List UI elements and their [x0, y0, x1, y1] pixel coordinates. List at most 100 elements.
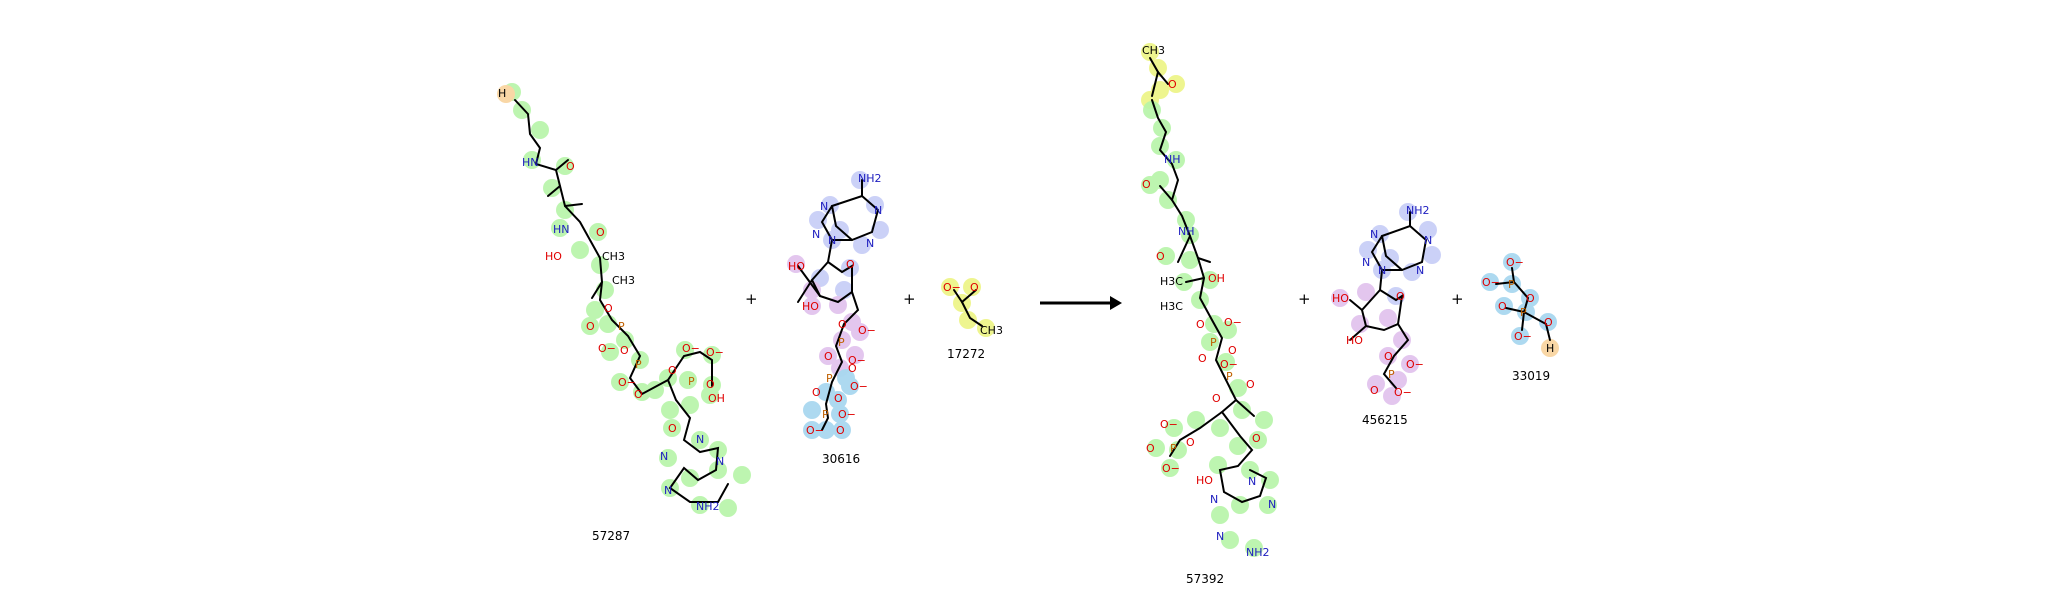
atom-ch3: CH3 [980, 324, 1003, 337]
atom-o-minus: O− [1514, 330, 1532, 343]
atom-p: P [822, 408, 829, 421]
atom-o-minus: O− [1506, 256, 1524, 269]
atom-o: O [604, 302, 613, 315]
atom-n: N [1416, 264, 1424, 277]
atom-oh: OH [1208, 272, 1225, 285]
atom-h3c: H3C [1160, 300, 1183, 313]
atom-o: O [668, 364, 677, 377]
atoms-30616: NH2 N N N N N O HO HO O O− P O O− O P O−… [788, 172, 882, 437]
atom-ch3: CH3 [602, 250, 625, 263]
atom-o: O [824, 350, 833, 363]
atom-n: N [1424, 234, 1432, 247]
molecule-57287: H HN O HN O HO CH3 CH3 O O P O− O O− P O… [497, 83, 751, 543]
atom-n: N [1378, 264, 1386, 277]
atom-o-minus: O− [618, 376, 636, 389]
molecule-17272: O− O CH3 17272 [941, 278, 1003, 361]
atom-nh: NH [1164, 153, 1181, 166]
atoms-57392: CH3 O NH O NH O OH H3C H3C O O− P O O O−… [1142, 44, 1276, 559]
atom-o-minus: O− [706, 346, 724, 359]
bonds-33019 [1495, 267, 1551, 341]
highlight-adenine [809, 171, 889, 299]
atom-o: O [1198, 352, 1207, 365]
atom-o: O [1196, 318, 1205, 331]
molecule-57392: CH3 O NH O NH O OH H3C H3C O O− P O O O−… [1141, 43, 1279, 586]
reaction-arrow [1040, 296, 1122, 310]
atom-nh2: NH2 [1406, 204, 1430, 217]
atom-o-minus: O− [1406, 358, 1424, 371]
atom-o: O [596, 226, 605, 239]
atom-n: N [716, 455, 724, 468]
atom-o: O [706, 378, 715, 391]
bonds-17272 [953, 289, 983, 327]
highlight-33019 [1481, 253, 1557, 345]
atom-n: N [1216, 530, 1224, 543]
atom-n: N [1210, 493, 1218, 506]
atom-p: P [1388, 368, 1395, 381]
atom-p: P [688, 375, 695, 388]
atom-ch3: CH3 [612, 274, 635, 287]
compound-id-33019: 33019 [1512, 369, 1550, 383]
atom-p: P [1170, 442, 1177, 455]
atom-p: P [838, 336, 845, 349]
atom-n: N [866, 237, 874, 250]
atom-p: P [635, 358, 642, 371]
highlight-adenine [1359, 203, 1441, 305]
compound-id-57392: 57392 [1186, 572, 1224, 586]
atom-n: N [820, 200, 828, 213]
atom-o: O [838, 318, 847, 331]
atoms-17272: O− O CH3 [943, 281, 1003, 337]
plus-sign: + [745, 290, 758, 308]
atom-n: N [696, 433, 704, 446]
atom-o: O [1252, 432, 1261, 445]
atom-nh: NH [1178, 225, 1195, 238]
atom-o: O [970, 281, 979, 294]
compound-id-57287: 57287 [592, 529, 630, 543]
highlight-57392 [1141, 101, 1279, 557]
bonds-456215 [1349, 211, 1428, 389]
atom-o-minus: O− [1224, 316, 1242, 329]
atom-o: O [566, 160, 575, 173]
plus-sign: + [1451, 290, 1464, 308]
atoms-57287: H HN O HN O HO CH3 CH3 O O P O− O O− P O… [498, 87, 725, 513]
atom-ho: HO [1196, 474, 1213, 487]
atom-o-minus: O− [848, 354, 866, 367]
bonds-57287 [514, 99, 729, 503]
atom-ho: HO [802, 300, 819, 313]
atom-o: O [1156, 250, 1165, 263]
atom-n: N [1248, 475, 1256, 488]
atom-o: O [812, 386, 821, 399]
atom-n: N [664, 484, 672, 497]
atom-p: P [1210, 336, 1217, 349]
atom-o: O [586, 320, 595, 333]
molecule-30616: NH2 N N N N N O HO HO O O− P O O− O P O−… [787, 171, 889, 466]
atom-o: O [1142, 178, 1151, 191]
highlight-57287 [503, 83, 751, 517]
atom-p: P [618, 320, 625, 333]
highlight-hydrogen [1541, 339, 1559, 357]
atom-n: N [660, 450, 668, 463]
atom-o: O [1544, 316, 1553, 329]
atom-p: P [1520, 306, 1527, 319]
atom-o: O [1168, 78, 1177, 91]
atom-o: O [1498, 300, 1507, 313]
atom-n: N [1362, 256, 1370, 269]
atom-h: H [498, 87, 506, 100]
atom-o: O [1212, 392, 1221, 405]
atom-o-minus: O− [943, 281, 961, 294]
atom-nh2: NH2 [858, 172, 882, 185]
atom-h3c: H3C [1160, 275, 1183, 288]
compound-id-30616: 30616 [822, 452, 860, 466]
atom-hn: HN [522, 156, 539, 169]
bonds-57392 [1149, 57, 1268, 504]
atom-o-minus: O− [806, 424, 824, 437]
atom-o-minus: O− [1482, 276, 1500, 289]
atom-o: O [1146, 442, 1155, 455]
atom-o: O [1384, 350, 1393, 363]
plus-sign: + [1298, 290, 1311, 308]
atom-o-minus: O− [682, 342, 700, 355]
atom-o: O [1526, 292, 1535, 305]
molecule-33019: O− O− P O O P O O− H 33019 [1481, 253, 1559, 383]
atom-o-minus: O− [598, 342, 616, 355]
atom-o-minus: O− [1162, 462, 1180, 475]
